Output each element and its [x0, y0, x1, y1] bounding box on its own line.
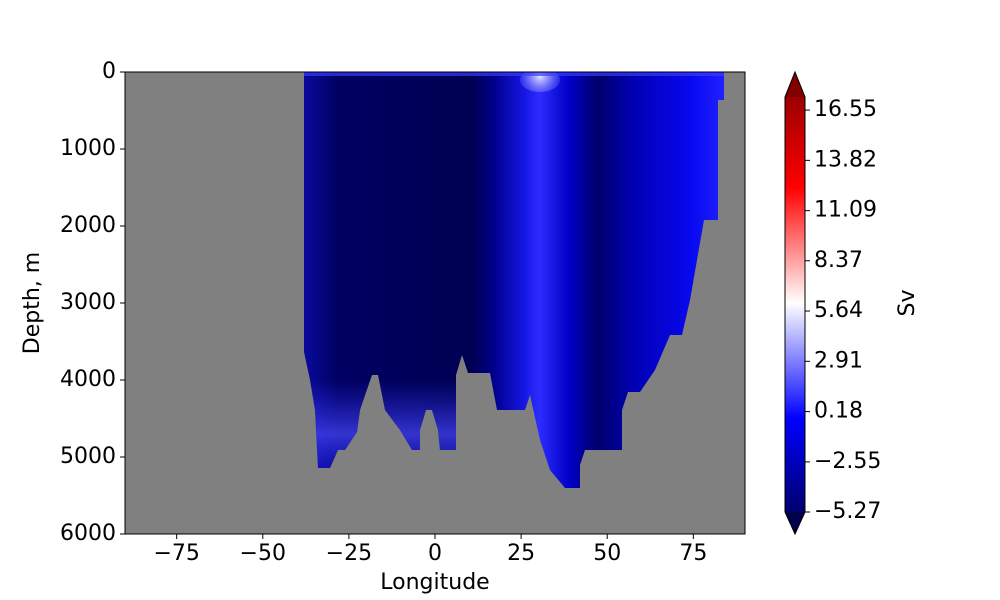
x-tick-label: −50 [240, 541, 286, 566]
y-tick-label: 4000 [60, 367, 116, 392]
y-tick-label: 3000 [60, 290, 116, 315]
x-tick-label: 25 [507, 541, 535, 566]
x-tick-label: −25 [326, 541, 372, 566]
colorbar-tick-label: 5.64 [814, 298, 863, 323]
y-tick-label: 1000 [60, 136, 116, 161]
colorbar [785, 97, 805, 512]
colorbar-tick-label: −5.27 [814, 499, 881, 524]
colorbar-tick-label: −2.55 [814, 449, 881, 474]
colorbar-extend-bottom [785, 512, 805, 534]
y-tick-label: 0 [102, 59, 116, 84]
y-tick-label: 5000 [60, 444, 116, 469]
y-tick-label: 2000 [60, 213, 116, 238]
ocean-deep-shade [304, 352, 456, 468]
colorbar-tick-label: 13.82 [814, 147, 877, 172]
x-tick-label: 0 [428, 541, 442, 566]
x-tick-label: 50 [593, 541, 621, 566]
colorbar-label: Sv [895, 290, 920, 317]
y-axis-label: Depth, m [20, 252, 45, 354]
colorbar-tick-label: 2.91 [814, 348, 863, 373]
colorbar-frame [784, 70, 806, 536]
x-tick-label: −75 [153, 541, 199, 566]
colorbar-tick-label: 8.37 [814, 248, 863, 273]
y-tick-label: 6000 [60, 521, 116, 546]
contour-field [125, 72, 745, 534]
x-tick-label: 75 [679, 541, 707, 566]
colorbar-tick-label: 16.55 [814, 97, 877, 122]
x-axis-label: Longitude [380, 570, 489, 595]
ocean-surface [304, 72, 724, 76]
colorbar-tick-label: 0.18 [814, 399, 863, 424]
colorbar-extend-top [785, 72, 805, 97]
ocean-highlight [520, 72, 560, 92]
colorbar-tick-label: 11.09 [814, 198, 877, 223]
